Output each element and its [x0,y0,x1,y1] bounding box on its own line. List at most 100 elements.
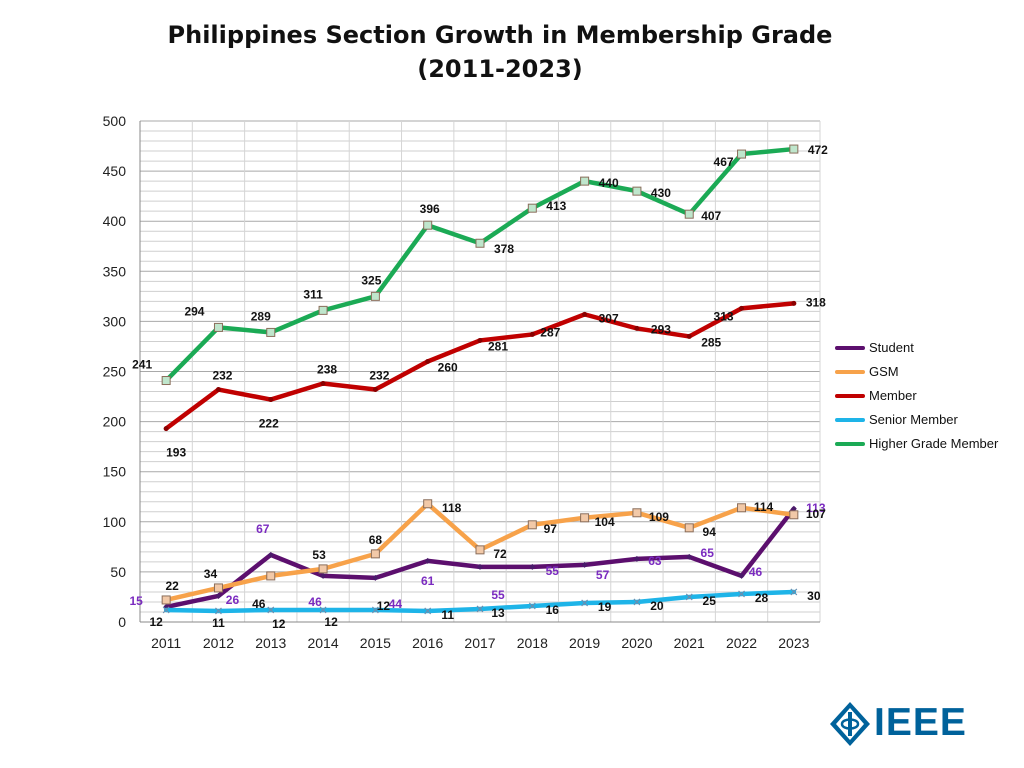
data-label-member: 293 [651,322,671,336]
data-label-gsm: 109 [649,510,669,524]
data-label-member: 318 [806,295,826,309]
x-tick-label: 2019 [569,635,600,651]
data-point-senior-member [528,602,536,610]
data-point-gsm [423,499,433,509]
data-point-gsm [684,523,694,533]
data-point-senior-member [738,590,745,598]
data-point-student [738,572,745,579]
data-point-gsm [632,508,642,518]
y-tick-label: 450 [103,163,127,179]
legend-item-higher-grade-member: Higher Grade Member [835,434,1020,458]
data-point-member [215,387,221,393]
y-tick-label: 250 [103,364,127,380]
data-label-student: 61 [421,574,435,588]
data-label-gsm: 97 [544,522,558,536]
chart-title: Philippines Section Growth in Membership… [0,18,1000,86]
data-point-higher-grade-member [475,238,485,248]
data-label-higher-grade-member: 294 [184,304,204,318]
data-label-member: 232 [212,369,232,383]
data-label-senior-member: 20 [650,599,664,613]
data-point-senior-member [215,607,222,615]
legend-label-member: Member [869,388,917,403]
data-label-higher-grade-member: 472 [808,143,828,157]
data-label-senior-member: 12 [149,615,163,629]
data-point-gsm [318,564,328,574]
x-tick-label: 2023 [778,635,809,651]
data-point-member [372,387,378,393]
data-point-gsm [475,545,485,555]
legend: Student GSM Member Senior Member Higher Grad… [835,338,1020,458]
data-label-student: 55 [546,564,560,578]
data-point-student [215,592,222,599]
data-point-senior-member [424,607,432,615]
x-tick-label: 2018 [517,635,548,651]
chart-title-line-2: (2011-2023) [417,55,583,83]
data-label-member: 238 [317,363,337,377]
data-label-higher-grade-member: 440 [599,176,619,190]
data-point-member [739,305,745,311]
data-point-student [633,555,640,562]
data-point-senior-member [267,606,275,614]
data-point-senior-member [790,588,798,596]
data-label-member: 222 [259,417,279,431]
data-label-senior-member: 30 [807,589,821,603]
data-label-higher-grade-member: 325 [361,273,381,287]
legend-swatch-senior-member [835,418,865,422]
data-point-senior-member [371,606,379,614]
data-label-student: 57 [596,568,610,582]
data-label-member: 260 [438,360,458,374]
data-label-higher-grade-member: 241 [132,358,152,372]
legend-swatch-member [835,394,865,398]
data-point-gsm [161,595,171,605]
data-point-higher-grade-member [423,220,433,230]
data-point-senior-member [319,606,327,614]
data-label-student: 46 [749,565,763,579]
ieee-emblem-icon [830,702,870,746]
data-label-student: 44 [389,597,403,611]
data-label-gsm: 118 [442,501,462,515]
data-point-member [477,337,483,343]
legend-swatch-student [835,346,865,350]
y-tick-label: 0 [118,614,126,630]
x-tick-label: 2011 [151,635,181,651]
series-line-higher-grade-member [163,146,797,383]
x-tick-label: 2020 [621,635,652,651]
data-label-member: 193 [166,446,186,460]
data-point-gsm [737,503,747,513]
data-label-senior-member: 12 [377,599,391,613]
data-point-student [320,572,327,579]
data-label-gsm: 72 [493,547,507,561]
data-label-student: 113 [806,501,826,515]
data-point-senior-member [685,593,693,601]
data-label-senior-member: 11 [441,608,454,622]
data-label-student: 65 [701,546,715,560]
data-label-member: 281 [488,339,508,353]
data-point-student [686,553,693,560]
data-point-higher-grade-member [213,322,223,332]
data-point-gsm [789,510,799,520]
x-tick-label: 2015 [360,635,391,651]
data-label-higher-grade-member: 407 [701,209,721,223]
y-tick-label: 400 [103,213,127,229]
data-label-gsm: 107 [806,507,826,521]
data-point-member [582,311,588,317]
legend-item-member: Member [835,386,1020,410]
data-label-gsm: 104 [595,515,615,529]
y-tick-label: 200 [103,414,127,430]
data-point-higher-grade-member [632,186,642,196]
x-tick-label: 2022 [726,635,757,651]
data-label-student: 67 [256,522,270,536]
x-tick-label: 2021 [674,635,705,651]
data-point-higher-grade-member [737,149,747,159]
data-label-member: 307 [599,311,619,325]
data-point-gsm [213,583,223,593]
data-label-senior-member: 12 [272,617,286,631]
data-point-member [425,358,431,364]
x-tick-label: 2017 [464,635,495,651]
x-tick-label: 2014 [307,635,338,651]
data-label-gsm: 34 [204,567,218,581]
x-tick-label: 2012 [203,635,234,651]
data-point-gsm [370,549,380,559]
